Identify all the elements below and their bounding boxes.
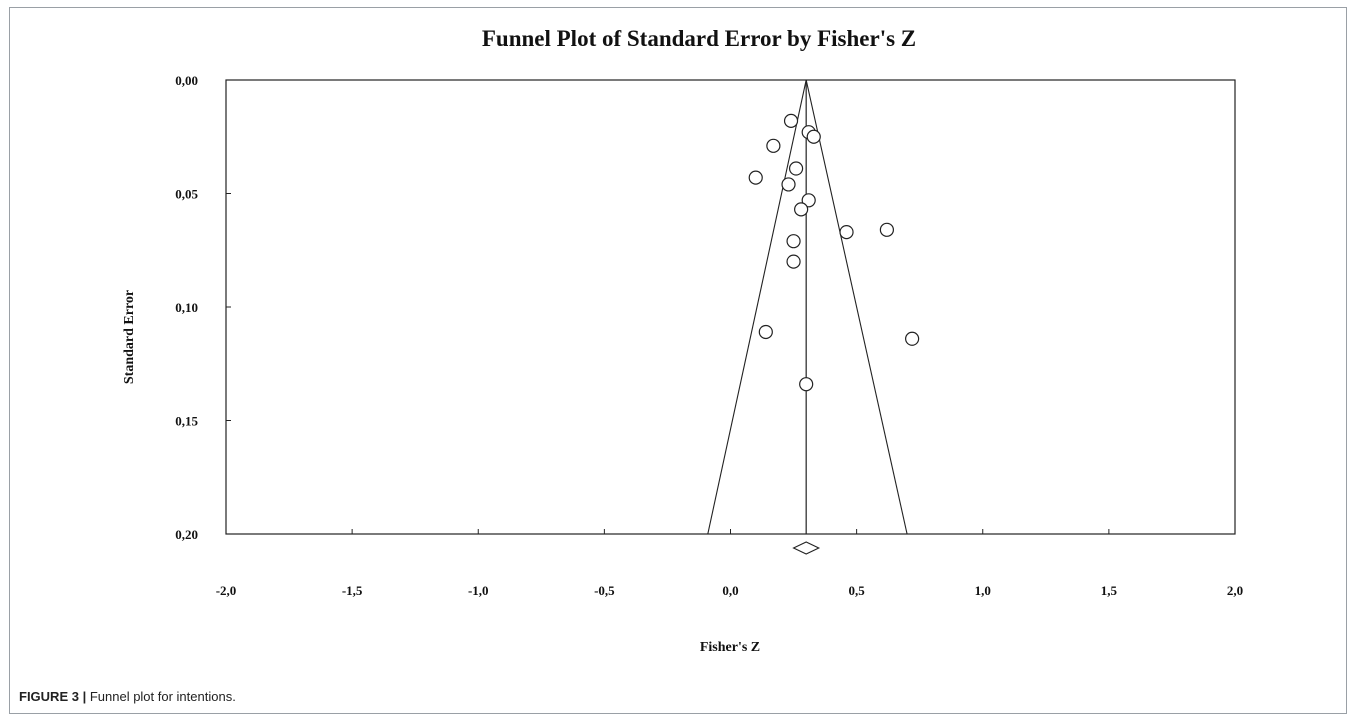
study-point	[748, 170, 763, 185]
x-axis-title: Fisher's Z	[700, 640, 760, 655]
y-axis-ticks: 0,00 0,05 0,10 0,15 0,20	[175, 73, 231, 542]
y-axis-title: Standard Error	[122, 290, 137, 384]
study-point	[839, 224, 854, 240]
x-axis-ticks: -2,0 -1,5 -1,0 -0,5 0,0 0,5 1,0 1,5 2,0	[216, 529, 1243, 598]
study-point	[758, 324, 773, 340]
study-point	[799, 377, 814, 392]
study-point	[794, 202, 809, 217]
study-point	[783, 113, 799, 128]
caption-text: Funnel plot for intentions.	[89, 689, 236, 704]
study-point	[786, 234, 801, 249]
funnel-lines	[707, 79, 908, 535]
study-point	[786, 254, 801, 269]
caption-label: FIGURE 3 |	[19, 689, 87, 704]
funnel-left-line	[707, 79, 807, 535]
study-point	[766, 138, 781, 153]
x-tick-label: 2,0	[1227, 583, 1243, 598]
plot-area	[225, 79, 1236, 535]
y-tick-label: 0,05	[175, 187, 198, 202]
study-points	[748, 113, 920, 392]
y-tick-label: 0,00	[175, 73, 198, 88]
figure-frame	[9, 7, 1347, 714]
study-point	[905, 331, 920, 346]
x-tick-label: 0,0	[722, 583, 738, 598]
x-tick-label: -1,0	[468, 583, 489, 598]
y-tick-label: 0,10	[175, 300, 198, 315]
y-tick-label: 0,15	[175, 414, 198, 429]
x-tick-label: -0,5	[594, 583, 615, 598]
chart-title: Funnel Plot of Standard Error by Fisher'…	[482, 26, 916, 51]
pooled-diamond	[792, 541, 821, 555]
pooled-diamond-group	[792, 541, 821, 555]
study-point	[806, 129, 821, 144]
study-point	[801, 193, 816, 208]
study-point	[879, 222, 894, 237]
x-tick-label: -1,5	[342, 583, 363, 598]
funnel-right-line	[805, 79, 908, 535]
figure-caption: FIGURE 3 | Funnel plot for intentions.	[19, 689, 236, 704]
y-tick-label: 0,20	[175, 527, 198, 542]
x-tick-label: 1,0	[975, 583, 991, 598]
x-tick-label: 0,5	[849, 583, 866, 598]
x-tick-label: 1,5	[1101, 583, 1118, 598]
study-point	[781, 177, 796, 192]
study-point	[788, 161, 804, 176]
x-tick-label: -2,0	[216, 583, 237, 598]
